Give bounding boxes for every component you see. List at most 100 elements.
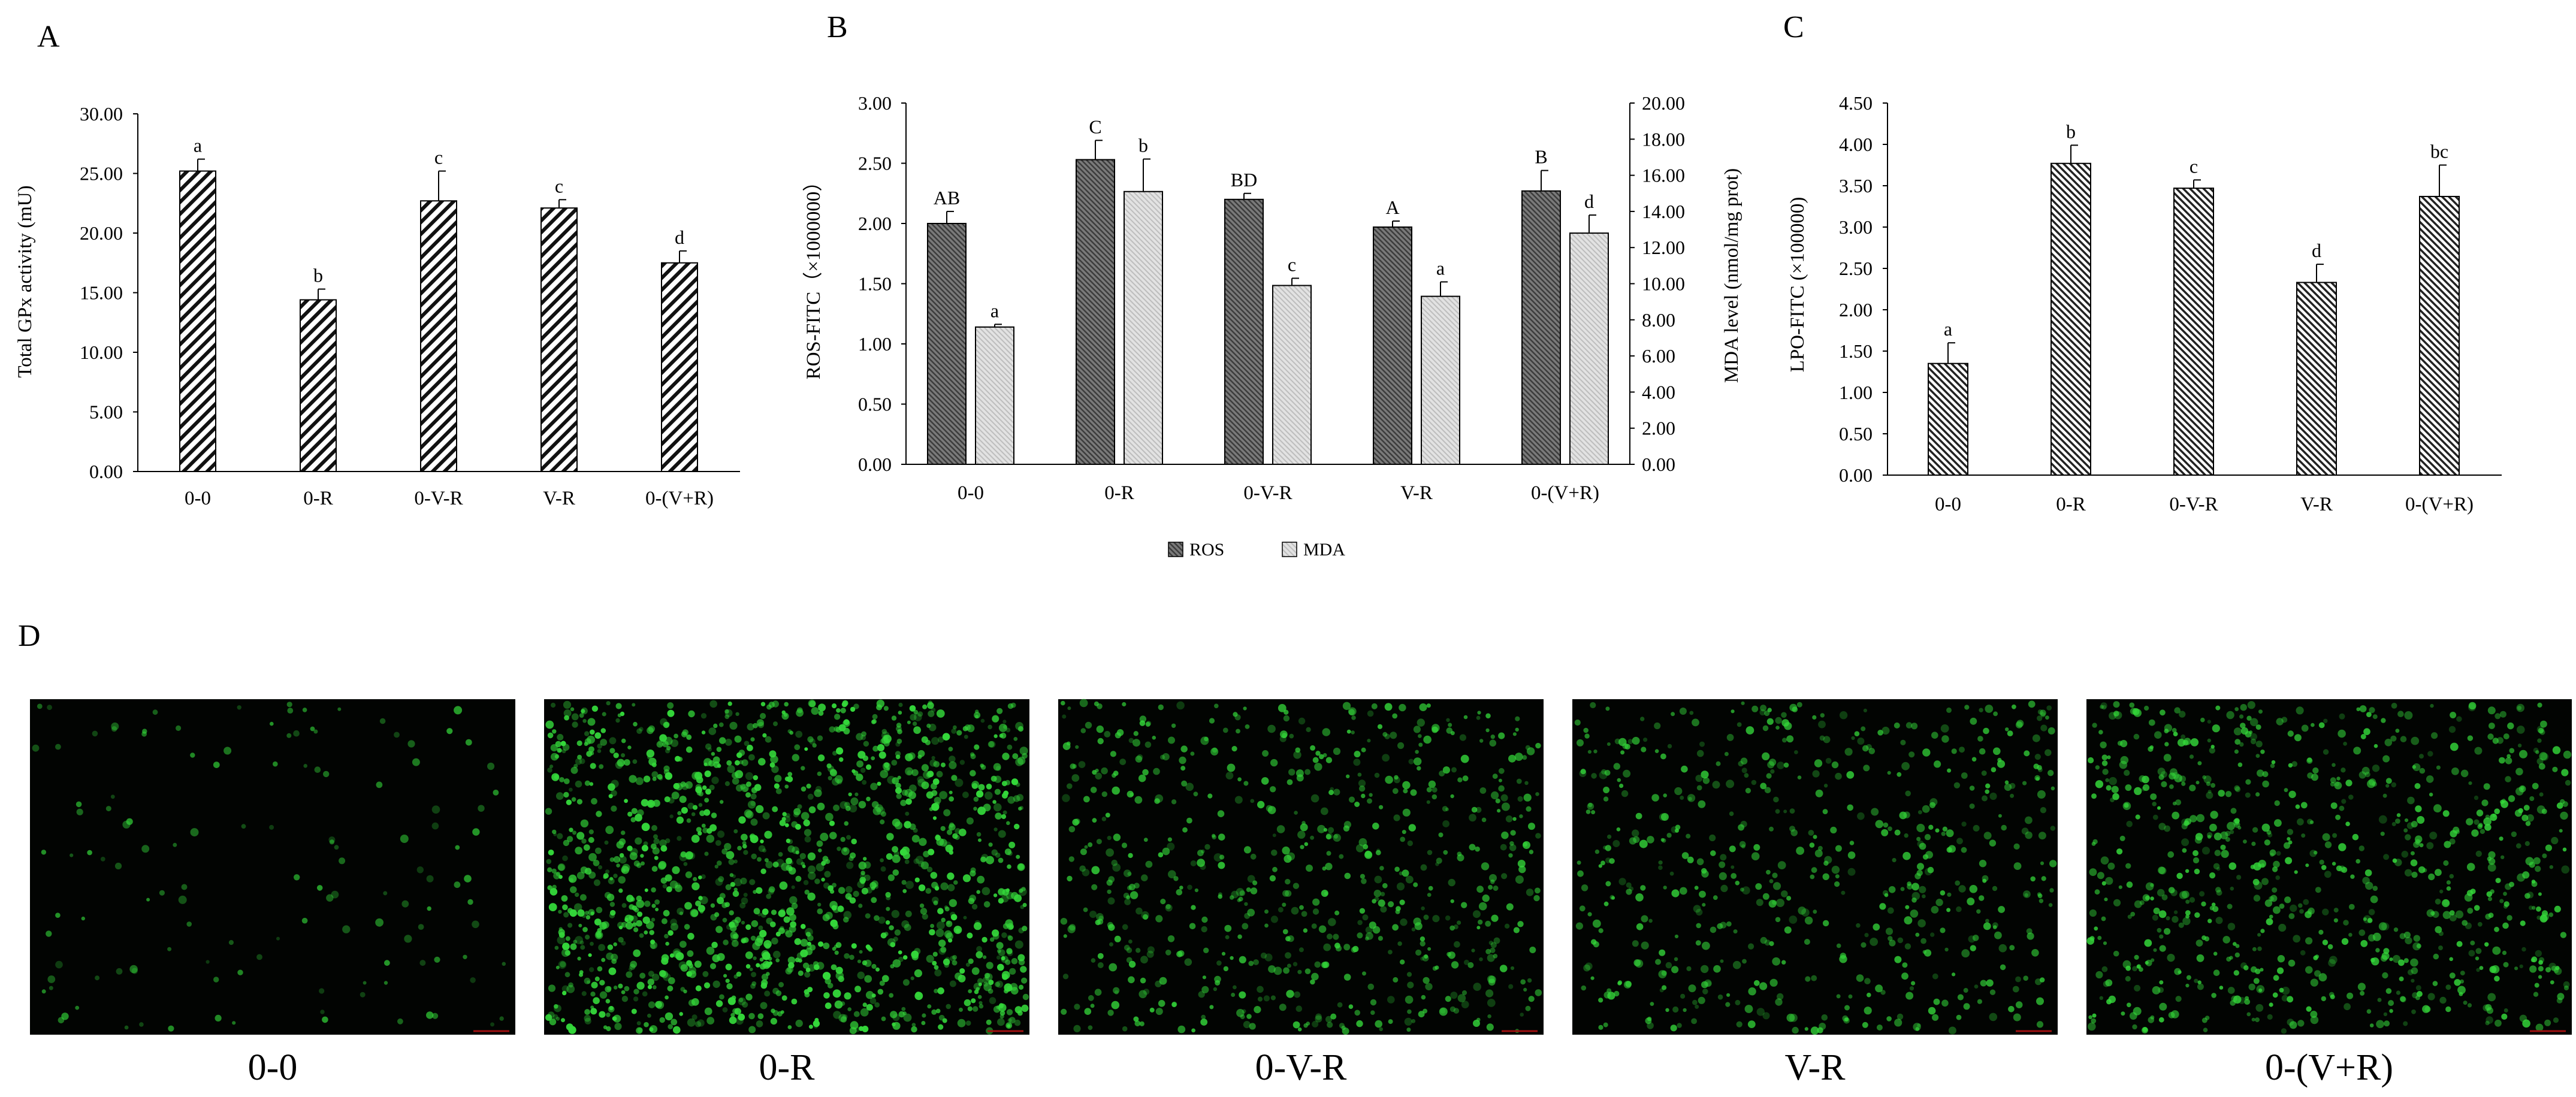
fluorescent-cell — [894, 929, 901, 936]
fluorescent-cell — [1017, 863, 1025, 871]
fluorescent-cell — [880, 770, 889, 778]
fluorescent-cell — [2196, 814, 2204, 823]
fluorescent-cell — [1325, 833, 1331, 840]
fluorescent-cell — [719, 893, 726, 899]
fluorescent-cell — [751, 853, 757, 860]
fluorescent-cell — [1506, 903, 1514, 911]
fluorescent-cell — [322, 1016, 328, 1023]
fluorescent-cell — [651, 903, 656, 908]
fluorescent-cell — [1524, 781, 1529, 785]
fluorescent-cell — [2378, 815, 2387, 824]
fluorescent-cell — [605, 826, 614, 835]
fluorescent-cell — [765, 861, 773, 869]
fluorescent-cell — [1835, 845, 1842, 852]
fluorescent-cell — [2049, 860, 2057, 868]
fluorescent-cell — [1107, 1010, 1114, 1016]
fluorescent-cell — [712, 980, 720, 989]
fluorescent-cell — [725, 978, 730, 983]
fluorescent-cell — [636, 899, 645, 908]
fluorescent-cell — [547, 732, 554, 739]
fluorescent-cell — [1423, 977, 1430, 984]
fluorescent-cell — [1082, 869, 1090, 877]
fluorescent-cell — [2196, 954, 2204, 962]
fluorescent-cell — [898, 702, 903, 708]
fluorescent-cell — [1122, 702, 1127, 707]
fluorescent-cell — [1814, 759, 1823, 767]
fluorescent-cell — [2255, 1004, 2264, 1012]
fluorescent-cell — [2150, 883, 2154, 887]
fluorescent-cell — [913, 726, 921, 734]
fluorescent-cell — [807, 793, 814, 800]
fluorescent-cell — [944, 906, 950, 912]
significance-letter: c — [2190, 155, 2198, 177]
fluorescent-cell — [588, 853, 597, 862]
fluorescent-cell — [2279, 903, 2285, 909]
significance-letter: b — [1138, 134, 1148, 156]
fluorescent-cell — [237, 969, 243, 975]
fluorescent-cell — [2433, 804, 2442, 813]
fluorescent-cell — [2466, 818, 2474, 826]
fluorescent-cell — [2203, 775, 2212, 784]
fluorescent-cell — [1298, 947, 1304, 953]
fluorescent-cell — [1279, 735, 1287, 742]
fluorescent-cell — [1210, 748, 1219, 755]
fluorescent-cell — [1520, 979, 1526, 985]
fluorescent-cell — [600, 739, 608, 746]
fluorescent-cell — [1980, 980, 1987, 987]
fluorescent-cell — [612, 1016, 617, 1021]
fluorescent-cell — [608, 783, 615, 791]
fluorescent-cell — [905, 767, 913, 776]
fluorescent-cell — [756, 719, 764, 727]
fluorescent-cell — [1992, 886, 1998, 891]
fluorescent-cell — [2257, 863, 2261, 868]
fluorescent-cell — [1849, 841, 1855, 845]
x-tick-label: 0-0 — [958, 482, 984, 504]
fluorescent-cell — [1789, 915, 1798, 924]
fluorescent-cell — [2159, 980, 2164, 985]
fluorescent-cell — [1360, 874, 1365, 879]
legend-swatch-ros — [1168, 542, 1183, 557]
fluorescent-cell — [2541, 910, 2548, 917]
fluorescent-cell — [759, 957, 764, 962]
fluorescent-cell — [904, 924, 911, 931]
fluorescent-cell — [95, 975, 100, 981]
fluorescent-cell — [1666, 833, 1672, 838]
fluorescent-cell — [1919, 842, 1926, 850]
fluorescent-cell — [303, 764, 307, 768]
fluorescent-cell — [2314, 970, 2321, 977]
fluorescent-cell — [1783, 809, 1787, 814]
fluorescent-cell — [1371, 703, 1378, 709]
fluorescent-cell — [1919, 886, 1926, 893]
fluorescent-cell — [1748, 987, 1756, 996]
fluorescent-cell — [2448, 726, 2456, 733]
fluorescent-cell — [1362, 914, 1369, 921]
fluorescent-cell — [988, 842, 993, 847]
fluorescent-cell — [2264, 839, 2270, 846]
fluorescent-cell — [836, 779, 842, 785]
fluorescent-cell — [735, 760, 740, 766]
fluorescent-cell — [1841, 890, 1846, 895]
fluorescent-cell — [959, 1007, 963, 1012]
fluorescent-cell — [1142, 769, 1149, 776]
fluorescent-cell — [1426, 787, 1432, 793]
fluorescent-cell — [922, 1013, 926, 1018]
fluorescent-cell — [807, 941, 811, 946]
fluorescent-cell — [1273, 966, 1282, 975]
fluorescent-cell — [680, 851, 687, 858]
fluorescent-cell — [603, 1025, 608, 1029]
fluorescent-cell — [1079, 699, 1088, 708]
fluorescent-cell — [2287, 996, 2294, 1003]
significance-letter: a — [990, 300, 999, 321]
fluorescent-cell — [2442, 911, 2451, 919]
fluorescent-cell — [2531, 881, 2538, 887]
fluorescent-cell — [1365, 936, 1369, 941]
fluorescent-cell — [833, 1011, 841, 1019]
fluorescent-cell — [2449, 838, 2456, 845]
fluorescent-cell — [1003, 790, 1009, 796]
fluorescent-cell — [1775, 717, 1782, 724]
fluorescent-cell — [664, 796, 671, 803]
fluorescent-cell — [1591, 810, 1596, 815]
fluorescent-cell — [1348, 707, 1357, 716]
fluorescent-cell — [2438, 945, 2443, 951]
